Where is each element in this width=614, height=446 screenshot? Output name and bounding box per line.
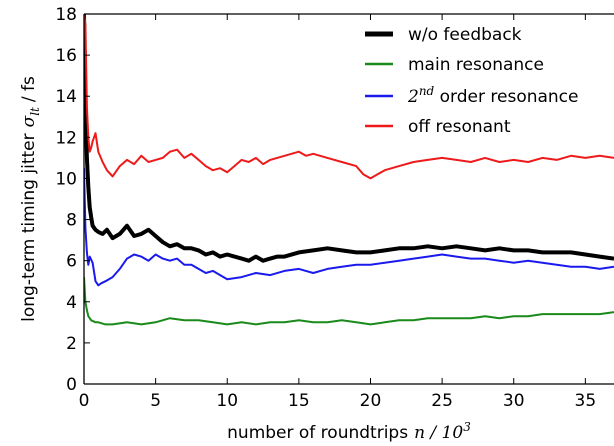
series-line-w-o-feedback — [84, 14, 614, 263]
x-tick-label: 5 — [150, 391, 161, 411]
y-tick-label: 18 — [55, 5, 77, 25]
x-tick-label: 10 — [216, 391, 238, 411]
series-line-main-resonance — [84, 277, 614, 326]
y-tick-label: 6 — [66, 252, 77, 272]
y-tick-label: 10 — [55, 169, 77, 189]
series-layer — [84, 14, 614, 326]
series-line-off-resonant — [84, 14, 614, 180]
x-tick-label: 20 — [360, 391, 382, 411]
x-tick-label: 35 — [575, 391, 597, 411]
y-axis-label: long-term timing jitterσlt/ fs — [19, 76, 42, 322]
legend-label-off-resonant: off resonant — [408, 117, 511, 137]
x-tick-label: 30 — [503, 391, 525, 411]
y-tick-label: 12 — [55, 128, 77, 148]
x-tick-label: 15 — [288, 391, 310, 411]
legend: w/o feedback main resonance 2nd order re… — [365, 25, 579, 137]
ticks-layer: 0 5 10 15 20 25 30 35 0 2 4 6 8 10 12 14 16 18 — [55, 5, 596, 411]
x-tick-label: 25 — [431, 391, 453, 411]
y-tick-label: 16 — [55, 46, 77, 66]
legend-label-2nd-order-resonance: 2nd order resonance — [407, 84, 579, 107]
x-tick-label: 0 — [79, 391, 90, 411]
series-line-2nd-order-resonance — [84, 168, 614, 287]
legend-label-w-o-feedback: w/o feedback — [408, 25, 522, 45]
legend-label-main-resonance: main resonance — [408, 55, 544, 75]
x-axis-label: number of roundtrips n / 103 — [227, 420, 471, 443]
axes-layer — [83, 13, 614, 385]
y-tick-label: 2 — [66, 334, 77, 354]
y-tick-label: 4 — [66, 293, 77, 313]
y-tick-label: 0 — [66, 375, 77, 395]
y-tick-label: 8 — [66, 211, 77, 231]
y-tick-label: 14 — [55, 87, 77, 107]
